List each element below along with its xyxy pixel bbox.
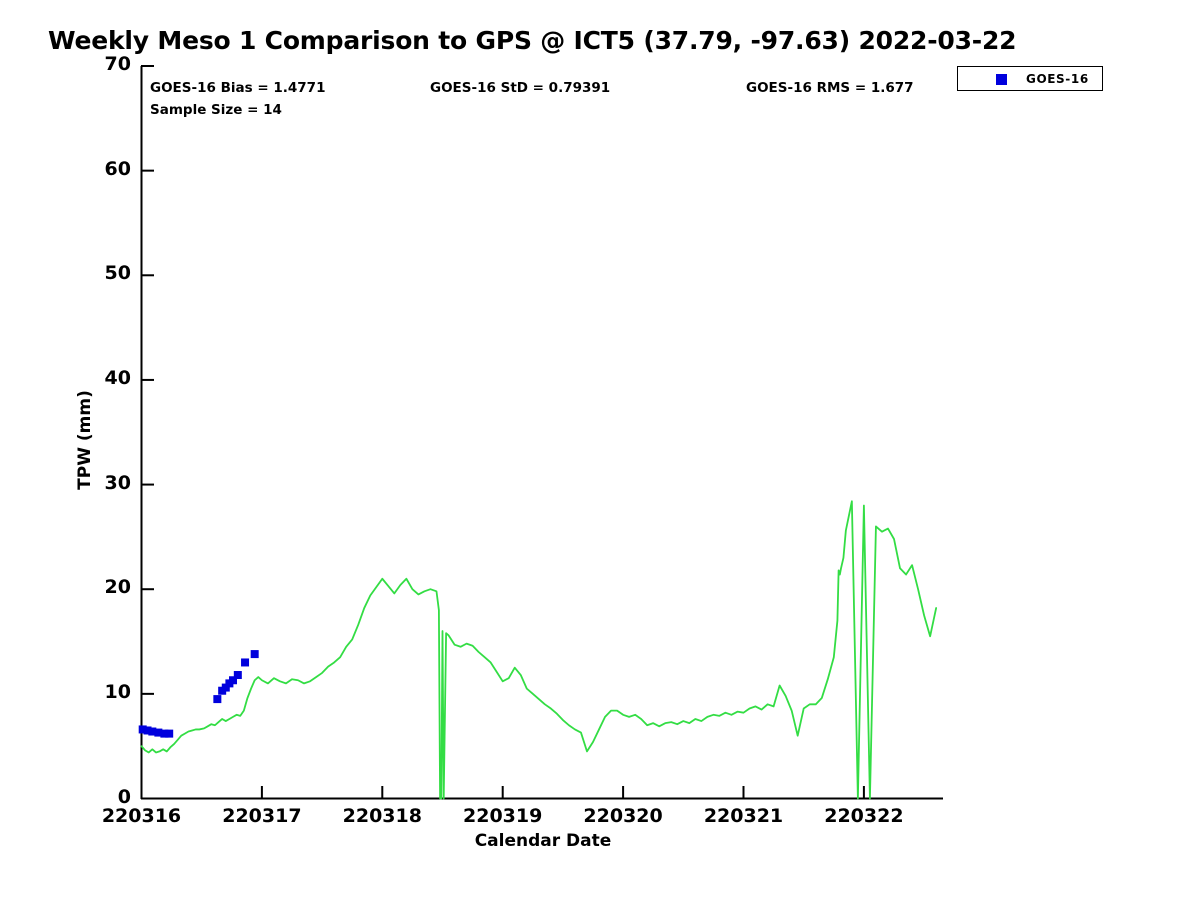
- goes16-data-point: [221, 683, 230, 692]
- x-tick-label: 220316: [101, 805, 182, 827]
- x-axis-ticks: [140, 786, 865, 798]
- goes16-data-point: [138, 725, 147, 734]
- x-tick-label: 220320: [583, 805, 663, 827]
- page-title: Weekly Meso 1 Comparison to GPS @ ICT5 (…: [48, 26, 1017, 55]
- goes16-data-point: [213, 695, 222, 704]
- goes16-data-point: [241, 658, 250, 667]
- goes16-data-point: [154, 728, 163, 737]
- goes16-data-point: [229, 676, 237, 685]
- y-tick-label: 10: [104, 680, 131, 703]
- y-axis-ticks: [141, 65, 154, 800]
- y-tick-label: 0: [117, 785, 131, 808]
- stat-bias: GOES-16 Bias = 1.4771: [150, 80, 326, 96]
- goes16-data-point: [165, 729, 174, 738]
- y-tick-label: 30: [104, 471, 131, 494]
- gps-line-path: [140, 500, 938, 800]
- x-tick-label: 220322: [824, 805, 904, 827]
- y-tick-label: 40: [104, 366, 131, 389]
- stat-std: GOES-16 StD = 0.79391: [430, 80, 611, 96]
- goes16-data-point: [160, 729, 169, 738]
- y-tick-label: 50: [104, 262, 131, 285]
- x-tick-label: 220318: [342, 805, 422, 827]
- stat-rms: GOES-16 RMS = 1.677: [746, 80, 914, 96]
- stat-sample-size: Sample Size = 14: [150, 102, 282, 118]
- series-gps-line: [140, 500, 938, 800]
- legend-swatch-goes16-icon: [996, 74, 1007, 85]
- y-tick-label: 70: [104, 53, 131, 75]
- series-goes16-points: [138, 650, 259, 738]
- axes: [140, 66, 943, 800]
- x-axis-label: Calendar Date: [474, 831, 612, 851]
- legend[interactable]: GOES-16: [957, 66, 1103, 91]
- legend-label-goes16: GOES-16: [1026, 72, 1089, 86]
- goes16-data-point: [250, 650, 259, 659]
- x-tick-label: 220317: [222, 805, 302, 827]
- x-tick-label: 220321: [703, 805, 784, 827]
- y-tick-label: 60: [104, 157, 131, 180]
- goes16-data-point: [148, 727, 157, 736]
- y-tick-label: 20: [104, 576, 131, 599]
- goes16-data-point: [143, 726, 152, 735]
- x-tick-label: 220319: [463, 805, 543, 827]
- goes16-data-point: [233, 671, 242, 680]
